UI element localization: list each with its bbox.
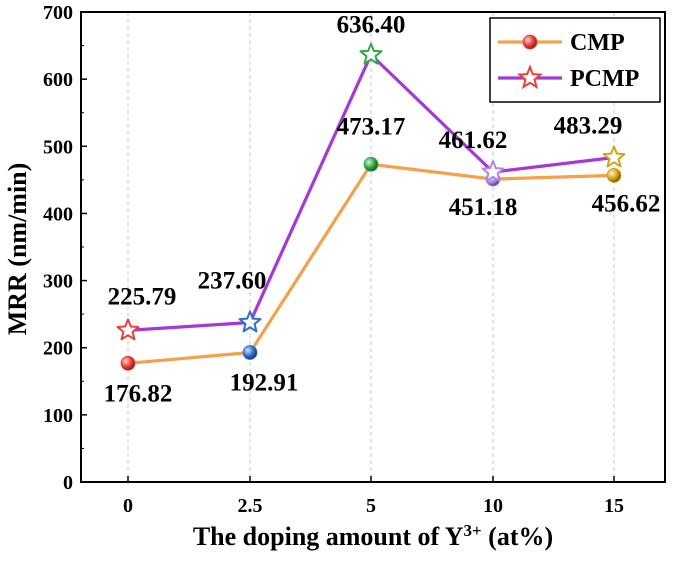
y-tick-label: 0 [63,472,73,494]
cmp-data-label: 456.62 [592,190,661,217]
legend: CMP PCMP [489,17,661,103]
x-tick-label: 10 [483,495,503,517]
legend-box [489,17,661,103]
data-labels: 176.82 192.91 473.17 451.18 456.62 225.79 237.… [104,12,661,408]
pcmp-point-marker [602,145,626,168]
legend-marker-pcmp [516,64,544,90]
cmp-data-label: 192.91 [230,369,299,396]
legend-label-cmp: CMP [570,30,625,56]
x-axis-label: The doping amount of Y3+ (at%) [193,521,553,552]
legend-label-pcmp: PCMP [570,66,639,92]
pcmp-data-label: 636.40 [337,12,406,39]
x-axis-label-suffix: (at%) [482,522,553,551]
cmp-data-label: 473.17 [337,113,406,140]
x-tick-label: 5 [366,495,376,517]
pcmp-data-label: 225.79 [108,283,177,310]
x-tick-label: 2.5 [238,495,263,517]
x-tick-label: 15 [604,495,624,517]
x-tick-label: 0 [123,495,133,517]
y-tick-label: 400 [43,203,73,225]
y-tick-label: 100 [43,405,73,427]
cmp-data-label: 451.18 [449,194,518,221]
y-axis-ticks: 0 100 200 300 400 500 600 700 [43,2,87,494]
pcmp-data-label: 461.62 [439,127,508,154]
x-axis-label-superscript: 3+ [463,521,481,540]
cmp-point-marker [606,168,622,183]
y-tick-label: 600 [43,69,73,91]
pcmp-point-marker [359,42,383,65]
x-axis-label-main: The doping amount of Y [193,522,464,551]
data-markers [116,42,626,371]
cmp-point-marker [363,156,379,172]
cmp-data-label: 176.82 [104,380,173,407]
pcmp-point-marker [116,318,140,341]
y-tick-label: 700 [43,2,73,24]
cmp-point-marker [242,345,258,360]
y-axis-label: MRR (nm/min) [3,163,32,336]
y-tick-label: 300 [43,271,73,293]
pcmp-data-label: 483.29 [554,113,623,140]
legend-marker-cmp [522,34,538,50]
cmp-point-marker [120,355,136,371]
y-tick-label: 200 [43,338,73,360]
pcmp-point-marker [481,160,505,182]
x-axis-ticks: 0 2.5 5 10 15 [123,476,624,517]
pcmp-point-marker [238,310,262,333]
pcmp-data-label: 237.60 [198,267,267,294]
y-tick-label: 500 [43,136,73,158]
